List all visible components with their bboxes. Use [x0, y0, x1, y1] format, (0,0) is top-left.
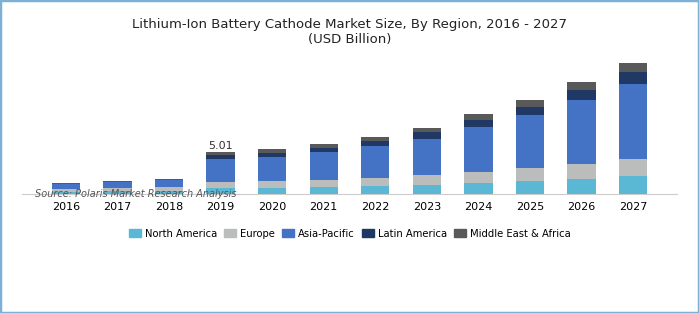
- Bar: [412, 128, 441, 132]
- Bar: [516, 181, 544, 194]
- Bar: [52, 184, 80, 189]
- Bar: [206, 152, 235, 155]
- Bar: [206, 188, 235, 194]
- Bar: [464, 172, 493, 183]
- Bar: [619, 177, 647, 194]
- Bar: [568, 179, 596, 194]
- Bar: [310, 152, 338, 180]
- Bar: [412, 139, 441, 176]
- Bar: [258, 182, 287, 188]
- Bar: [361, 136, 389, 141]
- Bar: [103, 182, 131, 188]
- Title: Lithium-Ion Battery Cathode Market Size, By Region, 2016 - 2027
(USD Billion): Lithium-Ion Battery Cathode Market Size,…: [132, 18, 567, 46]
- Bar: [568, 164, 596, 179]
- Bar: [258, 188, 287, 194]
- Bar: [516, 107, 544, 115]
- Bar: [516, 115, 544, 168]
- Bar: [310, 147, 338, 152]
- Bar: [310, 144, 338, 147]
- Bar: [103, 181, 131, 182]
- Bar: [361, 141, 389, 146]
- Bar: [155, 180, 183, 181]
- Bar: [361, 186, 389, 194]
- Legend: North America, Europe, Asia-Pacific, Latin America, Middle East & Africa: North America, Europe, Asia-Pacific, Lat…: [124, 225, 575, 243]
- Bar: [52, 183, 80, 184]
- Bar: [155, 179, 183, 180]
- Bar: [206, 159, 235, 182]
- Bar: [619, 63, 647, 72]
- Bar: [568, 100, 596, 164]
- Text: 5.01: 5.01: [208, 141, 233, 151]
- Bar: [310, 180, 338, 187]
- Bar: [155, 187, 183, 191]
- Bar: [464, 114, 493, 120]
- Bar: [103, 188, 131, 191]
- Bar: [258, 157, 287, 182]
- Bar: [464, 183, 493, 194]
- Bar: [464, 127, 493, 172]
- Bar: [52, 189, 80, 192]
- Bar: [412, 176, 441, 185]
- Bar: [516, 100, 544, 107]
- Bar: [464, 120, 493, 127]
- Bar: [361, 178, 389, 186]
- Bar: [568, 90, 596, 100]
- Bar: [155, 181, 183, 187]
- Bar: [258, 152, 287, 157]
- Text: Source: Polaris Market Research Analysis: Source: Polaris Market Research Analysis: [35, 189, 236, 199]
- Bar: [568, 82, 596, 90]
- Bar: [206, 155, 235, 159]
- Bar: [258, 149, 287, 152]
- Bar: [155, 191, 183, 194]
- Bar: [619, 84, 647, 159]
- Bar: [516, 168, 544, 181]
- Bar: [619, 72, 647, 84]
- Bar: [103, 191, 131, 194]
- Bar: [52, 192, 80, 194]
- Bar: [310, 187, 338, 194]
- Bar: [412, 185, 441, 194]
- Bar: [619, 159, 647, 177]
- Bar: [361, 146, 389, 178]
- Bar: [412, 132, 441, 139]
- Bar: [206, 182, 235, 188]
